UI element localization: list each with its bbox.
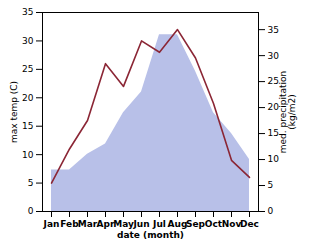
svg-text:30: 30 [22,36,34,46]
svg-text:Aug: Aug [168,219,188,229]
svg-text:max temp (C): max temp (C) [9,81,19,143]
svg-text:Nov: Nov [222,219,242,229]
svg-text:30: 30 [268,51,280,61]
svg-text:20: 20 [22,93,34,103]
svg-text:Dec: Dec [240,219,259,229]
svg-text:May: May [113,219,134,229]
svg-text:15: 15 [22,121,33,131]
svg-text:35: 35 [22,7,33,17]
svg-text:5: 5 [268,180,274,190]
svg-text:date (month): date (month) [117,230,184,240]
svg-text:med. precipitation(kg/m2): med. precipitation(kg/m2) [278,71,297,153]
svg-text:Sep: Sep [186,219,206,229]
svg-text:Apr: Apr [96,218,115,229]
svg-text:Mar: Mar [78,219,98,229]
svg-text:Feb: Feb [60,219,79,229]
svg-text:Jun: Jun [132,219,149,229]
svg-text:Jul: Jul [152,219,166,229]
svg-text:10: 10 [268,154,280,164]
svg-text:5: 5 [28,178,34,188]
svg-text:25: 25 [22,64,33,74]
svg-text:Oct: Oct [205,219,223,229]
svg-text:10: 10 [22,150,34,160]
svg-text:0: 0 [268,206,274,216]
svg-text:Jan: Jan [43,219,60,229]
svg-text:20: 20 [267,102,279,113]
svg-text:0: 0 [28,206,34,216]
svg-text:15: 15 [267,128,279,139]
svg-text:25: 25 [267,76,279,87]
svg-text:35: 35 [268,25,279,35]
